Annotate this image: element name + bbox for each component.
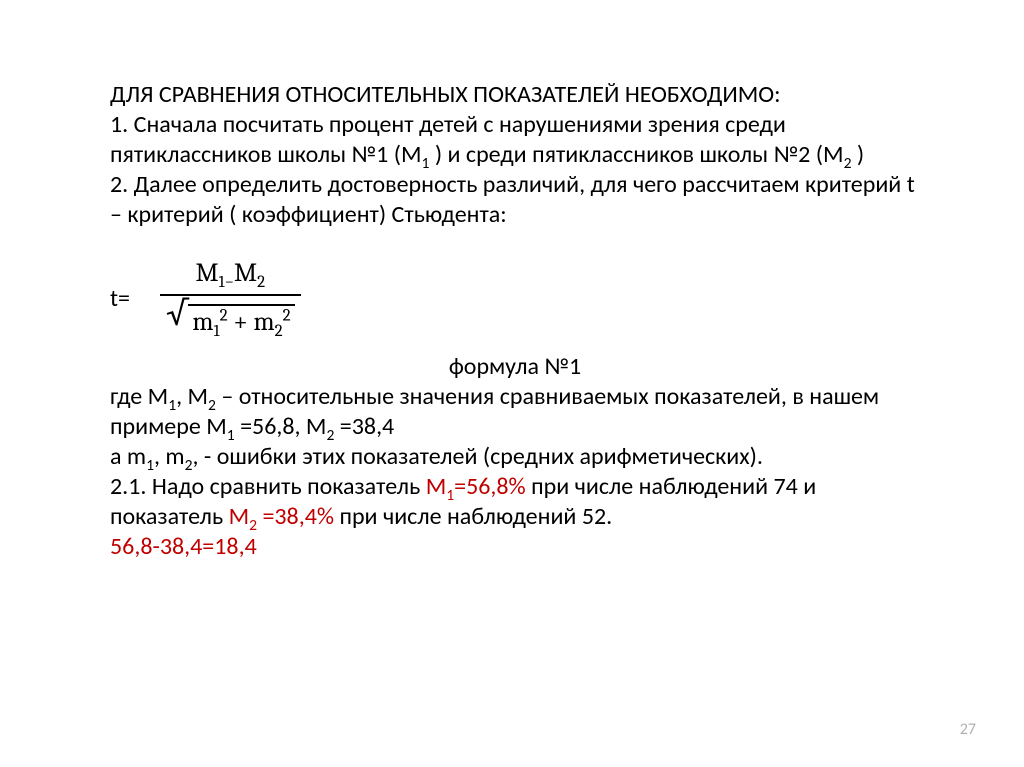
formula-label: формула №1 (110, 352, 920, 382)
den-m2: m (253, 307, 274, 337)
p5-a: 2.1. Надо сравнить показатель (110, 472, 426, 501)
slide-content: ДЛЯ СРАВНЕНИЯ ОТНОСИТЕЛЬНЫХ ПОКАЗАТЕЛЕЙ … (110, 80, 920, 562)
num-M2: M (234, 258, 257, 288)
sqrt: √ m12 + m22 (166, 302, 295, 341)
page-number: 27 (960, 720, 976, 739)
p4-c: , - ошибки этих показателей (средних ари… (193, 442, 764, 471)
num-M2-sub: 2 (257, 273, 265, 292)
paragraph-6: 56,8-38,4=18,4 (110, 532, 920, 562)
p1-text-b: ) и среди пятиклассников школы №2 (М (429, 140, 843, 169)
formula-row: t= M1−M2 √ m12 + m22 (110, 255, 920, 342)
paragraph-3: где М1, М2 – относительные значения срав… (110, 382, 920, 442)
p3-c: – относительные значения сравниваемых по… (110, 382, 879, 441)
num-M1: M (195, 258, 218, 288)
fraction: M1−M2 √ m12 + m22 (160, 255, 301, 342)
p5-c: при числе наблюдений 52. (334, 502, 612, 531)
paragraph-5: 2.1. Надо сравнить показатель М1=56,8% п… (110, 472, 920, 532)
p5-red1-val: =56,8% (454, 472, 526, 501)
p3-d: =56,8, М (235, 412, 327, 441)
paragraph-4: а m1, m2, - ошибки этих показателей (сре… (110, 442, 920, 472)
p3-e: =38,4 (334, 412, 394, 441)
den-m2-sup: 2 (283, 306, 291, 325)
p3-b: , М (176, 382, 208, 411)
p4-b: , m (154, 442, 185, 471)
sqrt-body: m12 + m22 (188, 304, 294, 341)
p5-red2-M: М (229, 502, 250, 531)
paragraph-2: 2. Далее определить достоверность различ… (110, 170, 920, 230)
p5-red1-M: М (426, 472, 447, 501)
t-equals: t= (110, 284, 130, 314)
p4-a: а m (110, 442, 146, 471)
p3-a: где М (110, 382, 168, 411)
p1-text-c: ) (851, 140, 864, 169)
heading: ДЛЯ СРАВНЕНИЯ ОТНОСИТЕЛЬНЫХ ПОКАЗАТЕЛЕЙ … (110, 80, 920, 110)
p5-red1: М1=56,8% (426, 472, 526, 501)
den-plus: + (228, 307, 254, 337)
num-minus: − (225, 273, 234, 292)
den-m1-sup: 2 (220, 306, 228, 325)
sqrt-sign-icon: √ (166, 300, 188, 327)
numerator: M1−M2 (189, 255, 271, 292)
num-M1-sub: 1− (219, 273, 234, 292)
p5-red2-val: =38,4% (257, 502, 334, 531)
den-m1: m (192, 307, 213, 337)
paragraph-1: 1. Сначала посчитать процент детей с нар… (110, 110, 920, 170)
den-m2-sub: 2 (275, 322, 283, 341)
denominator: √ m12 + m22 (160, 298, 301, 343)
p5-red2: М2 =38,4% (229, 502, 334, 531)
